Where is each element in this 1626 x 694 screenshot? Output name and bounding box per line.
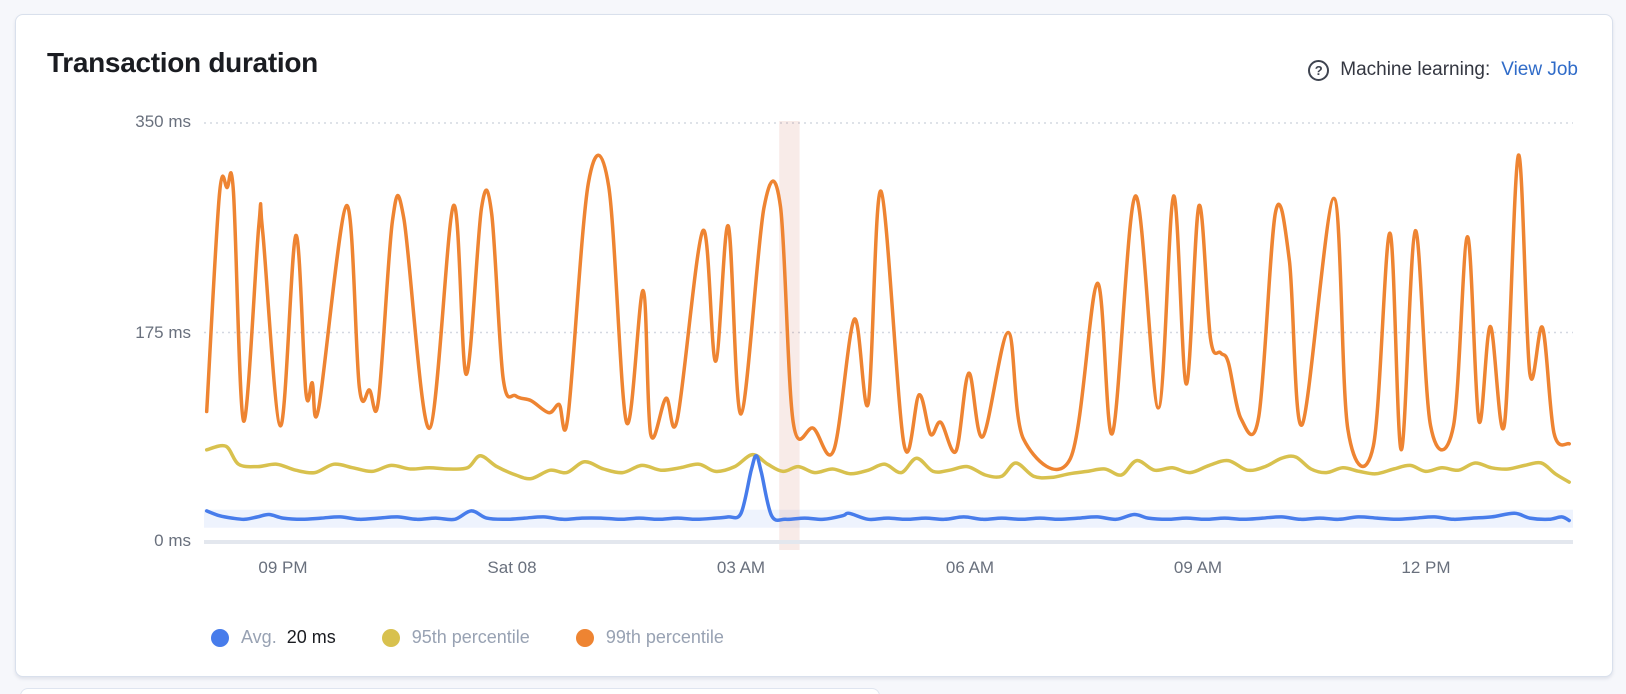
- legend-p99-label: 99th percentile: [605, 627, 724, 647]
- next-panel-top-edge: [20, 688, 880, 694]
- help-question-icon[interactable]: ?: [1308, 59, 1330, 81]
- y-axis-label-350: 350 ms: [135, 112, 191, 131]
- legend-p95-label: 95th percentile: [411, 627, 530, 647]
- legend-avg-value: 20 ms: [286, 627, 336, 647]
- y-axis-label-0: 0 ms: [154, 531, 191, 550]
- machine-learning-row: ? Machine learning: View Job: [1308, 59, 1578, 81]
- x-axis-label-9pm: 09 PM: [258, 558, 308, 577]
- machine-learning-label: Machine learning:: [1340, 59, 1491, 80]
- transaction-duration-panel: Transaction duration ? Machine learning:…: [15, 14, 1613, 677]
- avg-series-dot-icon: [211, 628, 229, 647]
- legend-item-avg[interactable]: Avg. 20 ms: [211, 627, 336, 648]
- x-axis-label-sat08: Sat 08: [487, 558, 537, 577]
- x-axis-label-12pm: 12 PM: [1401, 558, 1451, 577]
- x-axis-label-6am: 06 AM: [945, 558, 995, 577]
- legend-avg-label: Avg.: [241, 627, 277, 647]
- panel-title: Transaction duration: [47, 47, 318, 78]
- y-axis-label-175: 175 ms: [135, 323, 191, 342]
- p95-series-dot-icon: [381, 628, 400, 647]
- x-axis-label-9am: 09 AM: [1173, 558, 1223, 577]
- legend-item-99th-percentile[interactable]: 99th percentile: [575, 627, 724, 648]
- legend-item-95th-percentile[interactable]: 95th percentile: [381, 627, 530, 648]
- transaction-duration-chart[interactable]: [204, 111, 1573, 550]
- x-axis-label-3am: 03 AM: [716, 558, 766, 577]
- p99-series-dot-icon: [575, 628, 594, 647]
- view-job-link[interactable]: View Job: [1501, 59, 1578, 80]
- chart-legend: Avg. 20 ms 95th percentile 99th percenti…: [211, 627, 724, 648]
